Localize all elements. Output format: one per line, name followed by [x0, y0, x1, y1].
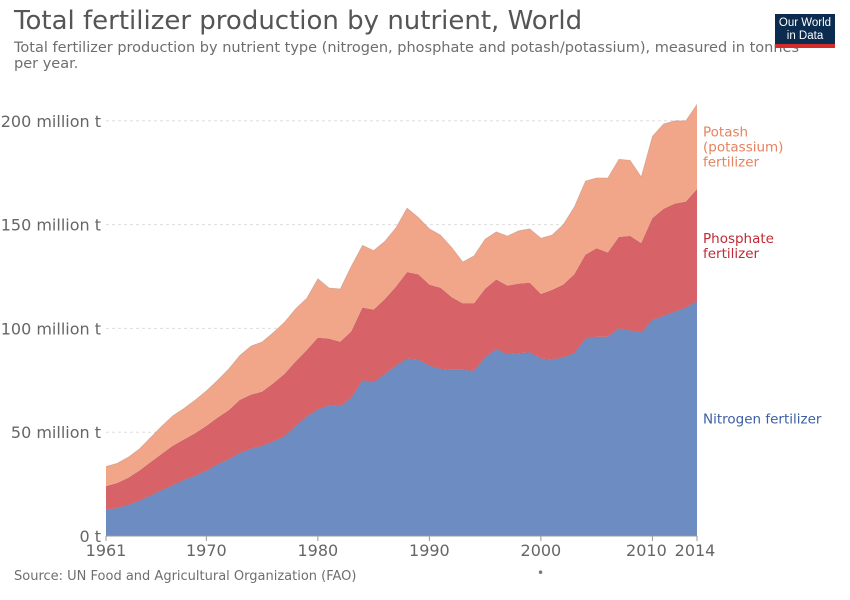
area-edge: [105, 103, 698, 467]
area-phosphate-fertilizer[interactable]: [106, 189, 697, 511]
series-label-line: Phosphate: [703, 231, 774, 247]
series-areas: [105, 103, 698, 537]
x-tick-label: 1980: [298, 541, 339, 560]
x-tick-label: 1990: [409, 541, 450, 560]
source-note: Source: UN Food and Agricultural Organiz…: [14, 569, 357, 584]
y-tick-label: 100 million t: [1, 319, 101, 338]
chart-subtitle: Total fertilizer production by nutrient …: [14, 40, 800, 72]
logo-line-2: in Data: [786, 30, 824, 42]
series-label: Nitrogen fertilizer: [703, 412, 822, 428]
y-tick-label: 200 million t: [1, 112, 101, 131]
series-label: Phosphate fertilizer: [703, 231, 774, 262]
owid-logo[interactable]: Our World in Data: [775, 14, 835, 48]
x-tick-label: 1970: [186, 541, 227, 560]
y-tick-label: 0 t: [79, 527, 101, 546]
series-label-line: fertilizer: [703, 246, 760, 262]
x-tick-label: 2000: [521, 541, 562, 560]
logo-line-1: Our World: [778, 17, 832, 29]
x-axis-ticks: 1961 1970 1980 1990 2000 2010 2014: [86, 536, 716, 560]
area-nitrogen-fertilizer[interactable]: [106, 301, 697, 536]
y-axis-ticks: 0 t 50 million t 100 million t 150 million …: [1, 112, 101, 546]
series-label-line: Potash: [703, 125, 748, 141]
series-label-line: (potassium): [703, 140, 783, 156]
series-label-line: fertilizer: [703, 155, 760, 171]
series-label: Potash (potassium) fertilizer: [703, 125, 783, 171]
series-label-line: Nitrogen fertilizer: [703, 412, 822, 428]
x-tick-label: 2014: [675, 541, 716, 560]
area-potash-potassium-fertilizer[interactable]: [106, 104, 697, 487]
x-tick-label: 2010: [626, 541, 667, 560]
chart-title: Total fertilizer production by nutrient,…: [14, 6, 583, 36]
y-tick-label: 150 million t: [1, 216, 101, 235]
y-tick-label: 50 million t: [11, 423, 101, 442]
x-tick-label: 1961: [86, 541, 127, 560]
footer-dot: •: [537, 566, 545, 580]
